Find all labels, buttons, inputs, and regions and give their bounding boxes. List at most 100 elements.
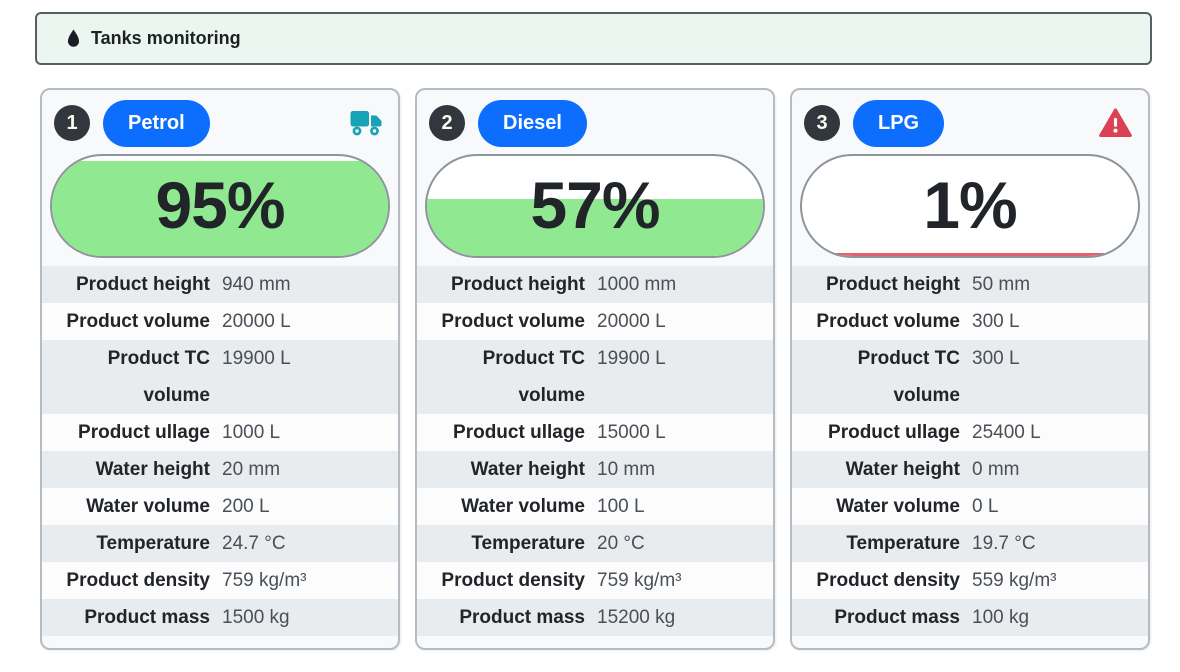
table-row: Product mass 100 kg (792, 599, 1148, 636)
property-value: 0 L (972, 496, 999, 517)
property-label: Temperature (471, 533, 585, 554)
property-value: 20000 L (597, 311, 666, 332)
fill-percentage: 1% (923, 168, 1017, 242)
product-name-pill: LPG (853, 99, 945, 147)
tank-card-header: 1 Petrol (42, 90, 398, 154)
property-value: 759 kg/m³ (222, 570, 307, 591)
property-value: 200 L (222, 496, 270, 517)
table-row: Temperature 19.7 °C (792, 525, 1148, 562)
property-value: 0 mm (972, 459, 1020, 480)
property-value: 20 mm (222, 459, 281, 480)
table-row: Product ullage 1000 L (42, 414, 398, 451)
property-label: Water volume (86, 496, 210, 517)
table-row: Product density 759 kg/m³ (42, 562, 398, 599)
property-value: 24.7 °C (222, 533, 286, 554)
property-label: Product ullage (828, 422, 960, 443)
property-label: Temperature (846, 533, 960, 554)
property-label: Product height (825, 274, 960, 295)
property-label: Water height (470, 459, 585, 480)
property-label: Product TC volume (482, 348, 585, 406)
page-header: Tanks monitoring (35, 12, 1152, 65)
product-name-pill: Petrol (103, 99, 210, 147)
table-row: Water volume 100 L (417, 488, 773, 525)
tank-properties-table: Product height 1000 mm Product volume 20… (417, 266, 773, 636)
table-row: Product ullage 25400 L (792, 414, 1148, 451)
fill-level-gauge: 95% (50, 154, 390, 258)
tank-properties-table: Product height 940 mm Product volume 200… (42, 266, 398, 636)
property-value: 759 kg/m³ (597, 570, 682, 591)
tank-properties-table: Product height 50 mm Product volume 300 … (792, 266, 1148, 636)
property-label: Water height (845, 459, 960, 480)
table-row: Product mass 1500 kg (42, 599, 398, 636)
gauge-fill (52, 161, 388, 256)
tank-card-header: 3 LPG (792, 90, 1148, 154)
property-value: 20 °C (597, 533, 645, 554)
fill-level-gauge: 1% (800, 154, 1140, 258)
property-value: 1500 kg (222, 607, 290, 628)
property-label: Product TC volume (857, 348, 960, 406)
property-label: Water height (95, 459, 210, 480)
gauge-fill (802, 253, 1138, 256)
property-label: Product mass (834, 607, 960, 628)
gauge-fill (427, 199, 763, 256)
property-label: Water volume (461, 496, 585, 517)
table-row: Product TC volume 19900 L (42, 340, 398, 414)
tank-number-badge: 1 (54, 105, 90, 141)
property-value: 100 L (597, 496, 645, 517)
property-value: 1000 mm (597, 274, 677, 295)
property-value: 100 kg (972, 607, 1030, 628)
property-value: 559 kg/m³ (972, 570, 1057, 591)
tank-card[interactable]: 3 LPG (790, 88, 1150, 650)
tank-card[interactable]: 2 Diesel (415, 88, 775, 650)
table-row: Water volume 200 L (42, 488, 398, 525)
table-row: Product height 50 mm (792, 266, 1148, 303)
fill-level-gauge: 57% (425, 154, 765, 258)
property-label: Temperature (96, 533, 210, 554)
property-label: Product volume (66, 311, 210, 332)
property-label: Product volume (816, 311, 960, 332)
property-value: 19900 L (597, 348, 666, 369)
table-row: Product TC volume 300 L (792, 340, 1148, 414)
property-value: 300 L (972, 348, 1020, 369)
property-value: 10 mm (597, 459, 656, 480)
property-label: Product mass (84, 607, 210, 628)
property-value: 19900 L (222, 348, 291, 369)
property-value: 50 mm (972, 274, 1031, 295)
table-row: Water height 0 mm (792, 451, 1148, 488)
table-row: Product density 559 kg/m³ (792, 562, 1148, 599)
property-label: Product height (450, 274, 585, 295)
table-row: Product volume 20000 L (42, 303, 398, 340)
property-value: 940 mm (222, 274, 291, 295)
property-value: 20000 L (222, 311, 291, 332)
property-label: Product height (75, 274, 210, 295)
droplet-icon (65, 28, 82, 50)
table-row: Product volume 300 L (792, 303, 1148, 340)
property-label: Product density (441, 570, 585, 591)
table-row: Temperature 20 °C (417, 525, 773, 562)
property-label: Product TC volume (107, 348, 210, 406)
table-row: Water volume 0 L (792, 488, 1148, 525)
property-label: Product density (66, 570, 210, 591)
table-row: Product TC volume 19900 L (417, 340, 773, 414)
truck-icon (350, 110, 382, 137)
property-value: 15000 L (597, 422, 666, 443)
tank-number-badge: 3 (804, 105, 840, 141)
property-label: Product density (816, 570, 960, 591)
table-row: Water height 10 mm (417, 451, 773, 488)
warning-icon (1099, 108, 1132, 138)
table-row: Product density 759 kg/m³ (417, 562, 773, 599)
property-label: Product volume (441, 311, 585, 332)
property-label: Product mass (459, 607, 585, 628)
table-row: Temperature 24.7 °C (42, 525, 398, 562)
property-value: 300 L (972, 311, 1020, 332)
tank-cards: 1 Petrol (40, 88, 1150, 650)
property-label: Water volume (836, 496, 960, 517)
property-label: Product ullage (78, 422, 210, 443)
property-value: 1000 L (222, 422, 281, 443)
page-title: Tanks monitoring (91, 28, 241, 48)
property-value: 25400 L (972, 422, 1041, 443)
table-row: Product ullage 15000 L (417, 414, 773, 451)
table-row: Product height 1000 mm (417, 266, 773, 303)
fill-percentage: 57% (530, 168, 660, 242)
tank-card[interactable]: 1 Petrol (40, 88, 400, 650)
